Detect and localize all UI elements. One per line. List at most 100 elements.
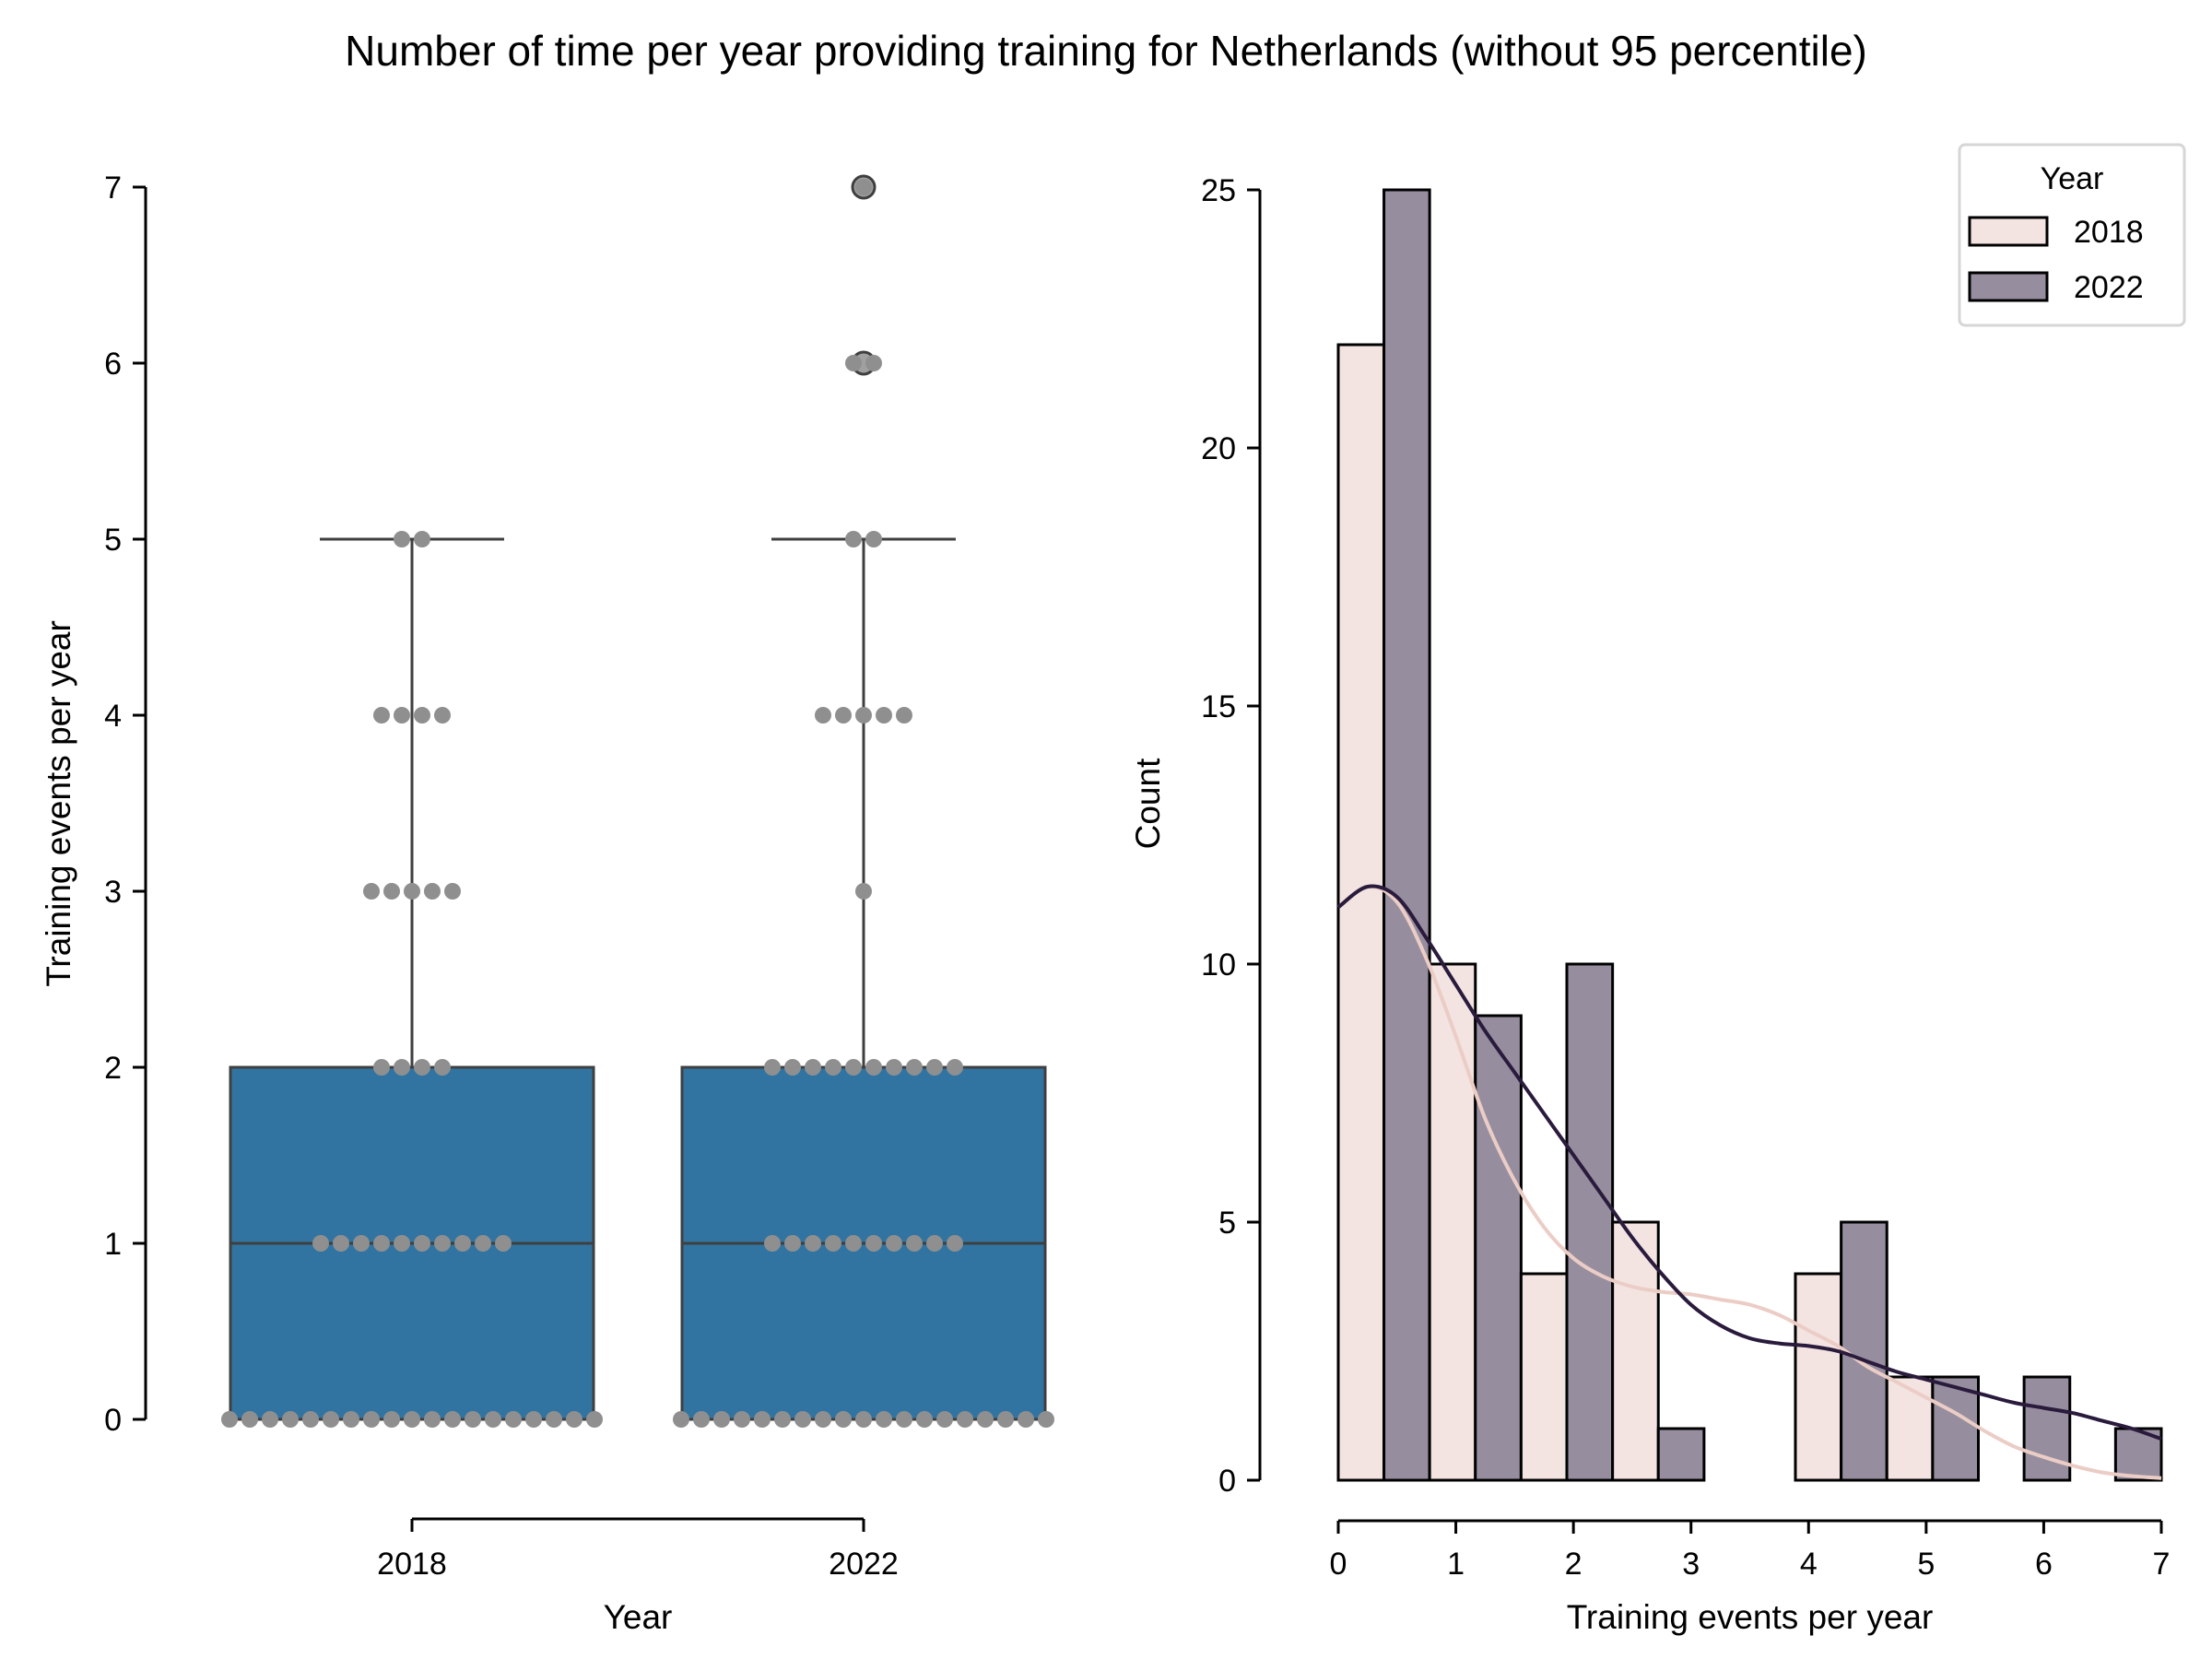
swarm-point	[845, 531, 862, 547]
swarm-point	[947, 1059, 963, 1076]
legend: Year 2018 2022	[1958, 143, 2186, 327]
bar-2018	[1611, 1220, 1660, 1482]
swarm-point	[394, 531, 410, 547]
swarm-point	[454, 1235, 471, 1252]
swarm-point	[343, 1411, 359, 1428]
swarm-point	[414, 707, 430, 724]
swarm-point	[1038, 1411, 1054, 1428]
swarm-point	[926, 1235, 943, 1252]
swarm-point	[394, 1059, 410, 1076]
swarm-point	[414, 1059, 430, 1076]
swarm-point	[404, 883, 420, 900]
bar-2018	[1794, 1272, 1843, 1482]
x-axis-label: Year	[604, 1598, 673, 1636]
swarm-point	[525, 1411, 542, 1428]
swarm-point	[734, 1411, 750, 1428]
bar-2018	[1885, 1375, 1935, 1482]
swarm-point	[855, 179, 872, 195]
bar-2022	[1474, 1014, 1523, 1482]
swarm-point	[1018, 1411, 1034, 1428]
swarm-point	[383, 883, 400, 900]
swarm-point	[302, 1411, 319, 1428]
swarm-point	[855, 1411, 872, 1428]
swarm-point	[845, 355, 862, 371]
x-tick-label: 0	[1330, 1547, 1347, 1582]
swarm-point	[424, 883, 441, 900]
kde-line-2018	[1336, 884, 2162, 1480]
y-tick-label: 0	[104, 1403, 122, 1438]
swarm-point	[865, 531, 882, 547]
swarm-point	[394, 1235, 410, 1252]
swarm-point	[764, 1059, 781, 1076]
x-tick-label: 2022	[829, 1547, 899, 1582]
swarm-point	[404, 1411, 420, 1428]
swarm-point	[505, 1411, 522, 1428]
bar-2018	[1428, 962, 1477, 1482]
swarm-point	[546, 1411, 562, 1428]
swarm-point	[794, 1411, 811, 1428]
swarm-point	[241, 1411, 258, 1428]
legend-swatch-2018	[1968, 216, 2049, 247]
bar-2018	[1336, 343, 1386, 1482]
swarm-point	[383, 1411, 400, 1428]
x-tick-label: 1	[1447, 1547, 1465, 1582]
swarm-point	[434, 1235, 451, 1252]
legend-swatch-2022	[1968, 271, 2049, 302]
swarm-point	[876, 1411, 892, 1428]
swarm-point	[353, 1235, 370, 1252]
y-tick-label: 0	[1218, 1464, 1236, 1499]
swarm-point	[926, 1059, 943, 1076]
swarm-point	[693, 1411, 710, 1428]
swarm-point	[784, 1059, 801, 1076]
swarm-point	[414, 531, 430, 547]
x-tick-label: 2	[1565, 1547, 1583, 1582]
y-axis-label: Count	[1129, 758, 1167, 849]
swarm-point	[825, 1059, 841, 1076]
swarm-point	[886, 1235, 902, 1252]
swarm-point	[886, 1059, 902, 1076]
swarm-point	[784, 1235, 801, 1252]
y-tick-label: 1	[104, 1227, 122, 1262]
swarm-point	[221, 1411, 238, 1428]
bar-2022	[2022, 1375, 2072, 1482]
x-axis-label: Training events per year	[1567, 1598, 1934, 1636]
x-tick-label: 4	[1800, 1547, 1818, 1582]
swarm-point	[865, 1235, 882, 1252]
swarm-point	[936, 1411, 953, 1428]
swarm-point	[373, 1059, 390, 1076]
swarm-point	[835, 707, 852, 724]
swarm-point	[906, 1235, 923, 1252]
y-tick-label: 10	[1201, 947, 1236, 982]
legend-label-2018: 2018	[2074, 215, 2144, 250]
swarm-point	[444, 883, 461, 900]
swarm-point	[957, 1411, 973, 1428]
y-tick-label: 25	[1201, 173, 1236, 208]
swarm-point	[825, 1235, 841, 1252]
y-tick-label: 5	[104, 523, 122, 558]
swarm-point	[475, 1235, 491, 1252]
swarm-point	[566, 1411, 582, 1428]
swarm-point	[815, 707, 831, 724]
swarm-point	[434, 707, 451, 724]
swarm-point	[896, 1411, 912, 1428]
x-tick-label: 3	[1682, 1547, 1700, 1582]
y-tick-label: 7	[104, 171, 122, 206]
y-tick-label: 6	[104, 347, 122, 382]
swarm-point	[754, 1411, 771, 1428]
y-tick-label: 4	[104, 699, 122, 734]
swarm-point	[855, 707, 872, 724]
swarm-point	[485, 1411, 501, 1428]
swarm-point	[394, 707, 410, 724]
y-tick-label: 2	[104, 1051, 122, 1086]
swarm-point	[363, 883, 380, 900]
swarm-point	[896, 707, 912, 724]
x-tick-label: 7	[2153, 1547, 2171, 1582]
swarm-point	[865, 1059, 882, 1076]
swarm-point	[312, 1235, 329, 1252]
x-tick-label: 6	[2035, 1547, 2053, 1582]
swarm-point	[262, 1411, 278, 1428]
swarm-point	[815, 1411, 831, 1428]
swarm-point	[444, 1411, 461, 1428]
swarm-point	[997, 1411, 1014, 1428]
